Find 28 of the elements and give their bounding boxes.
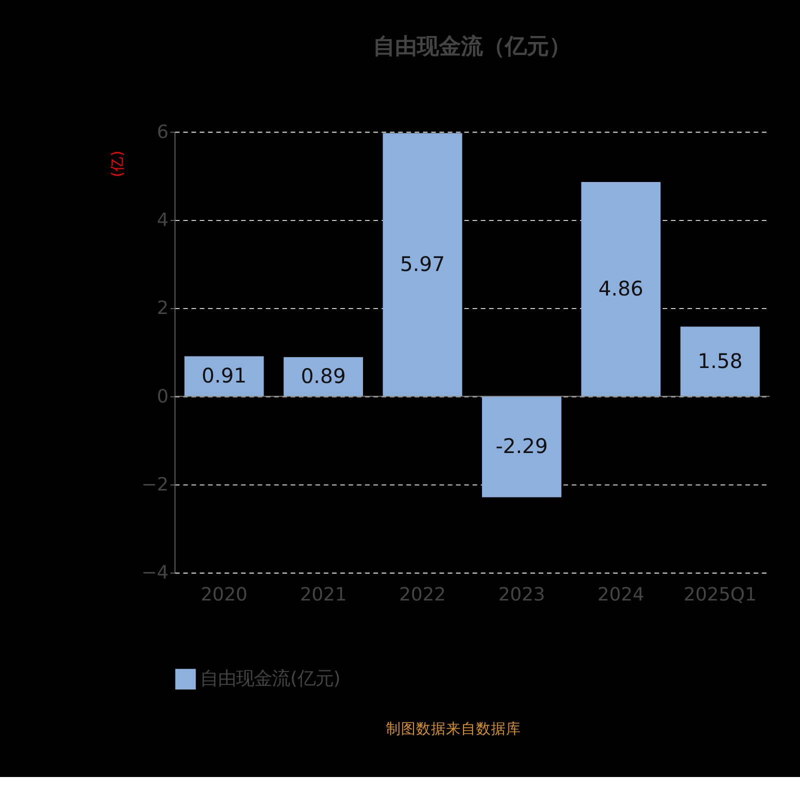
x-tick-label: 2025Q1 (684, 584, 757, 606)
data-label: -2.29 (496, 434, 548, 458)
y-tick-label: −4 (141, 562, 169, 584)
y-axis-title: (亿) (109, 150, 126, 178)
y-tick-label: 4 (156, 210, 169, 231)
x-tick-label: 2023 (498, 584, 546, 606)
text: 制图数据来自数据库 (386, 720, 522, 738)
y-tick-label: 2 (156, 298, 169, 320)
bar (482, 396, 562, 498)
bar (680, 326, 760, 396)
bar (382, 133, 462, 396)
chart-title: 自由现金流（亿元） (373, 34, 572, 60)
x-tick-label: 2021 (300, 584, 347, 606)
x-tick-label: 2020 (200, 584, 248, 606)
y-tick-label: 0 (156, 386, 169, 408)
data-label: 5.97 (400, 252, 445, 276)
data-label: 1.58 (698, 348, 743, 373)
bar (284, 357, 363, 396)
bar (581, 182, 661, 396)
y-tick-label: −2 (141, 474, 169, 496)
legend-label: 自由现金流(亿元) (200, 668, 341, 690)
x-tick-label: 2024 (598, 584, 644, 606)
x-tick-label: 2022 (399, 584, 446, 606)
data-label: 4.86 (598, 276, 644, 301)
bar (184, 356, 264, 396)
data-label: 0.91 (202, 364, 247, 388)
y-tick-label: 6 (156, 122, 169, 143)
data-label: 0.89 (300, 364, 346, 388)
